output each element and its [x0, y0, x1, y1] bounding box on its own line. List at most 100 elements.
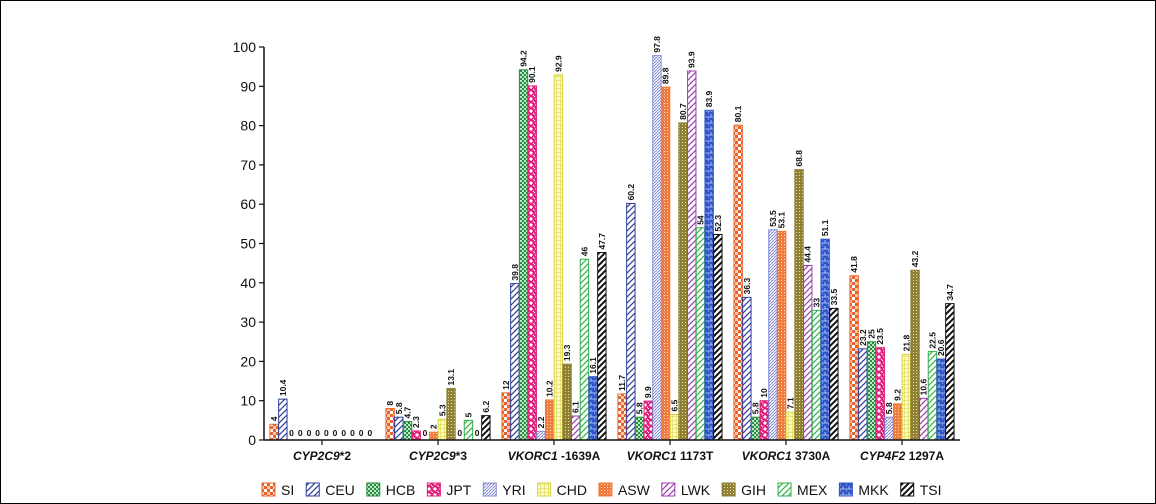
data-label: 9.9 [643, 386, 653, 398]
bar [652, 55, 662, 441]
bar [759, 400, 769, 441]
data-label: 0 [423, 428, 428, 438]
bar [669, 413, 680, 441]
data-label: 0 [359, 428, 364, 438]
legend-label: JPT [446, 482, 471, 498]
legend-item: CHD [537, 482, 587, 498]
bar [901, 353, 912, 441]
data-label: 0 [289, 428, 294, 438]
data-label: 0 [298, 428, 303, 438]
y-tick-label: 90 [240, 78, 256, 94]
bar [437, 418, 448, 441]
bar-group: 11.7 60.2 5.8 9.9 97.8 89.8 6.5 80.7 93.9 54 83.9 5… [617, 36, 723, 441]
bar [579, 258, 590, 441]
bar [820, 238, 830, 441]
bar [446, 388, 456, 441]
legend-label: ASW [618, 482, 651, 498]
data-label: 0 [324, 428, 329, 438]
legend-item: TSI [900, 482, 942, 498]
bars: 410.40 0 0 0 0 0 0 0 0 085.84.72.3025.313.10506.2… [269, 36, 955, 441]
bar [463, 419, 474, 441]
bar [660, 86, 671, 441]
legend-swatch [305, 482, 320, 497]
data-label: 9.2 [893, 389, 903, 401]
legend: SI CEU HCB JPT YRI CHD ASW LWK GIH MEX MKK TSI [261, 482, 942, 498]
data-label: 60.2 [626, 184, 636, 201]
legend-swatch [721, 482, 736, 497]
legend-item: YRI [482, 482, 526, 498]
bar [428, 431, 439, 441]
legend-swatch [777, 482, 792, 497]
data-label: 41.8 [849, 256, 859, 273]
bar-group: 410.40 0 0 0 0 0 0 0 0 0 [269, 379, 372, 441]
data-label: 53.5 [768, 210, 778, 227]
y-tick-label: 60 [240, 196, 256, 212]
bar [829, 307, 839, 441]
data-label: 54 [695, 215, 705, 225]
data-label: 10.6 [919, 379, 929, 396]
x-tick-label: VKORC1 -1639A [508, 449, 601, 463]
data-label: 94.2 [519, 50, 529, 67]
legend-label: HCB [386, 482, 416, 498]
bar [278, 398, 288, 441]
x-axis: CYP2C9*2 CYP2C9*3 VKORC1 -1639A VKORC1 1173… [264, 439, 960, 463]
data-label: 34.7 [945, 284, 955, 301]
data-label: 10.4 [278, 379, 288, 396]
bar [945, 303, 955, 441]
data-label: 25 [867, 329, 877, 339]
data-label: 5.3 [437, 404, 447, 416]
data-label: 8 [385, 401, 395, 406]
legend-item: MEX [777, 482, 828, 498]
bar [394, 416, 404, 441]
data-label: 5.8 [635, 402, 645, 414]
data-label: 36.3 [742, 278, 752, 295]
bar [849, 275, 859, 441]
data-label: 7.1 [785, 397, 795, 409]
legend-swatch [426, 482, 441, 497]
legend-item: JPT [426, 482, 472, 498]
data-label: 20.6 [936, 339, 946, 356]
data-label: 53.1 [777, 212, 787, 229]
y-tick-label: 70 [240, 157, 256, 173]
legend-label: CHD [557, 482, 587, 498]
legend-swatch [261, 482, 276, 497]
legend-label: MKK [858, 482, 889, 498]
x-tick-label: CYP2C9*2 [293, 449, 351, 463]
bar [803, 265, 813, 441]
bar [510, 283, 520, 441]
data-label: 0 [307, 428, 312, 438]
x-tick-label: VKORC1 3730A [742, 449, 831, 463]
data-label: 22.5 [927, 332, 937, 349]
bar [553, 74, 564, 441]
x-tick-label: VKORC1 1173T [627, 449, 714, 463]
legend-label: GIH [741, 482, 766, 498]
data-label: 46 [579, 246, 589, 256]
data-label: 33.5 [829, 289, 839, 306]
bar [527, 85, 537, 441]
data-label: 0 [315, 428, 320, 438]
bar [634, 416, 645, 441]
legend-item: CEU [305, 482, 355, 498]
bar [884, 416, 894, 441]
data-label: 47.7 [597, 233, 607, 250]
data-label: 23.2 [858, 329, 868, 346]
data-label: 2.3 [411, 416, 421, 428]
bar [704, 109, 714, 441]
legend-swatch [482, 482, 497, 497]
legend-label: MEX [797, 482, 828, 498]
legend-item: LWK [661, 482, 711, 498]
data-label: 0 [341, 428, 346, 438]
legend-label: YRI [502, 482, 525, 498]
y-axis: 0 10 20 30 40 50 60 70 80 90 100 [233, 39, 265, 448]
legend-item: ASW [598, 482, 651, 498]
bar [866, 341, 877, 441]
legend-label: LWK [681, 482, 711, 498]
bar [687, 70, 697, 441]
bar [713, 233, 723, 441]
data-label: 83.9 [704, 90, 714, 107]
x-tick-label: CYP4F2 1297A [860, 449, 944, 463]
data-label: 2 [429, 424, 439, 429]
